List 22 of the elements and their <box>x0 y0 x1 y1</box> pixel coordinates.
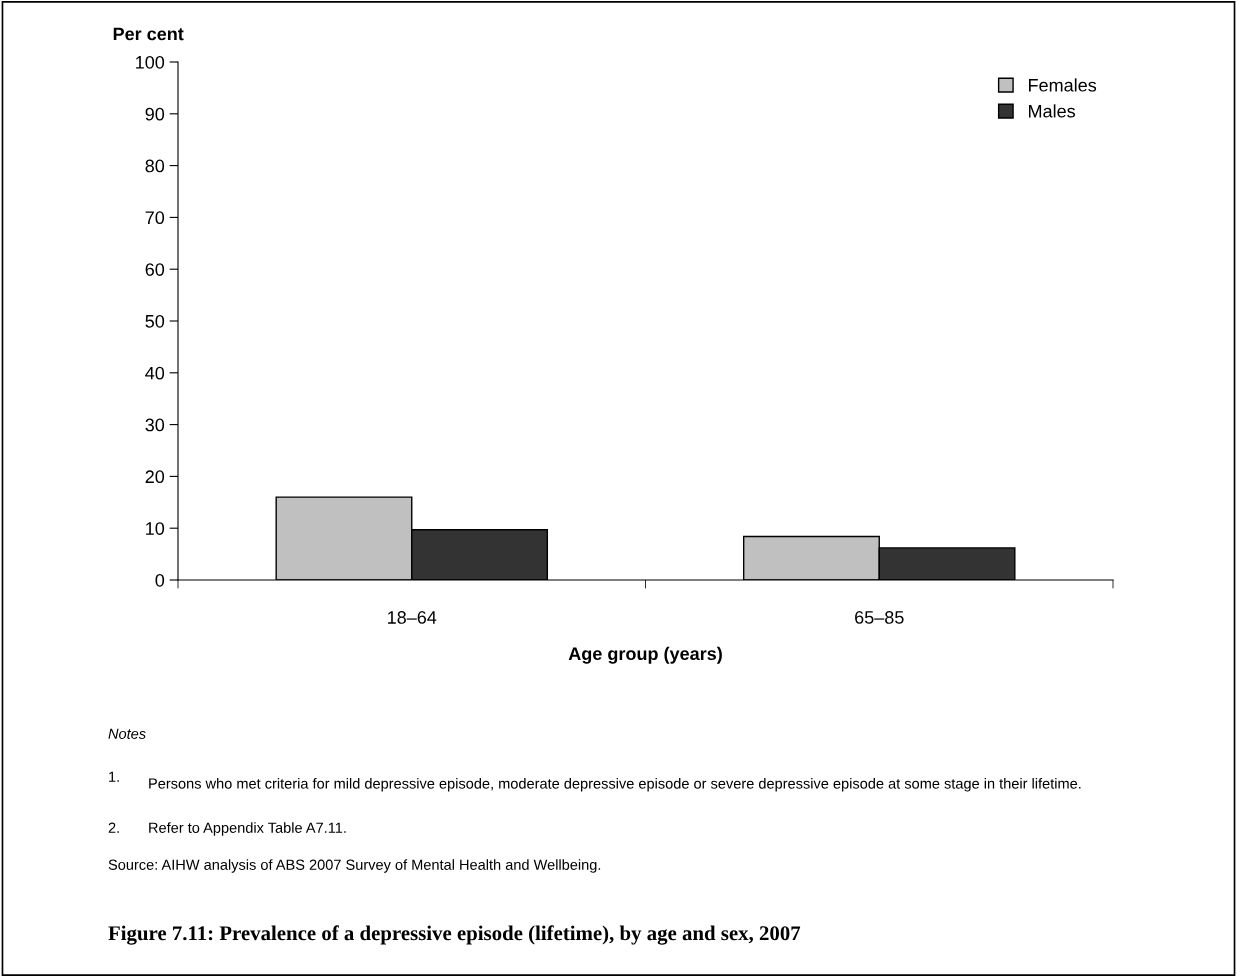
legend-label: Females <box>1029 78 1097 92</box>
text: Notes <box>108 728 146 739</box>
y-tick-label: 70 <box>145 211 165 225</box>
y-tick-label: 40 <box>145 366 165 380</box>
y-tick-label: 0 <box>155 573 165 587</box>
y-tick-label: 50 <box>145 314 165 328</box>
y-axis-title: Per cent <box>113 27 184 41</box>
y-tick-label: 100 <box>136 55 165 69</box>
y-tick-label: 20 <box>145 470 165 484</box>
y-tick-label: 90 <box>145 107 165 121</box>
text: 1. Persons who met criteria for mild depressive episode, moderate depressive episode or severe depressive episode at some stage in their lifetime. <box>109 771 1081 792</box>
x-tick-label: 65–85 <box>855 611 904 624</box>
text: Figure 7.11: Prevalence of a depressive episode (lifetime), by age and sex, 2007 <box>108 925 801 945</box>
y-tick-label: 10 <box>146 522 165 535</box>
y-tick-label: 30 <box>145 418 165 432</box>
legend-label: Males <box>1029 104 1076 118</box>
x-axis-title: Age group (years) <box>568 646 722 664</box>
text: 2. Refer to Appendix Table A7.11. <box>108 822 346 836</box>
x-tick-label: 18–64 <box>388 611 437 624</box>
source-note: Source: AIHW analysis of ABS 2007 Survey of Mental Health and Wellbeing. <box>108 859 601 873</box>
y-tick-label: 80 <box>145 159 165 173</box>
y-tick-label: 60 <box>145 263 165 276</box>
